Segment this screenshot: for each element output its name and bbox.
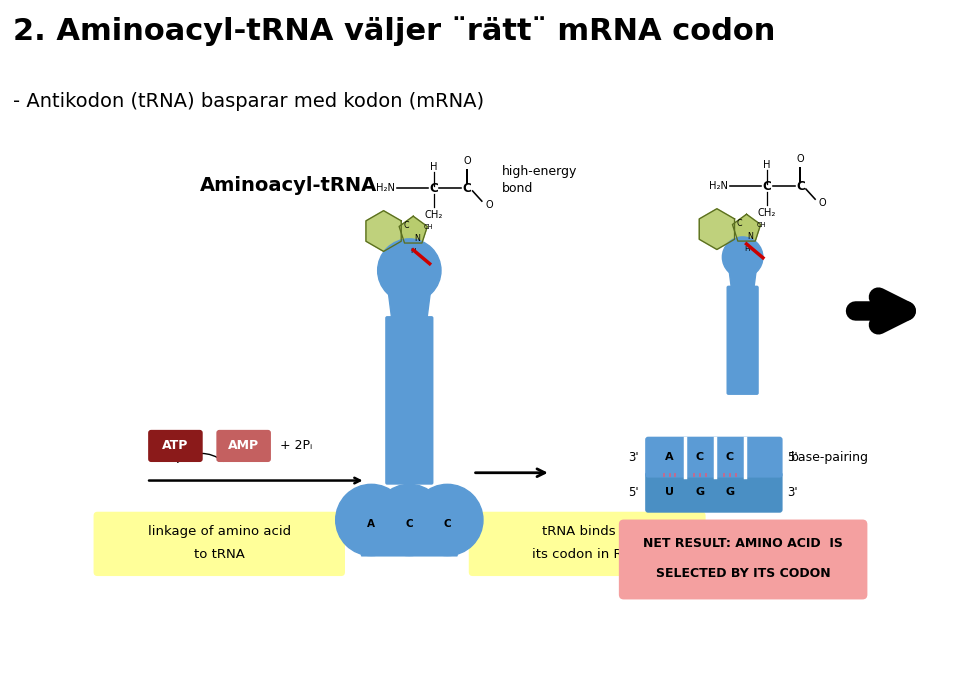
Text: its codon in RNA: its codon in RNA <box>532 548 642 561</box>
Circle shape <box>378 239 441 302</box>
FancyBboxPatch shape <box>469 512 706 576</box>
Text: U: U <box>665 487 674 497</box>
Circle shape <box>411 484 483 555</box>
Text: H: H <box>743 246 749 253</box>
Text: C: C <box>763 180 771 193</box>
Text: H: H <box>410 248 416 255</box>
Text: H₂N: H₂N <box>376 183 395 193</box>
Polygon shape <box>699 209 735 249</box>
Text: G: G <box>695 487 705 497</box>
Text: ATP: ATP <box>163 439 189 452</box>
Circle shape <box>374 484 445 555</box>
Text: + 2Pᵢ: + 2Pᵢ <box>280 439 312 452</box>
Text: H: H <box>763 159 771 170</box>
Text: base-pairing: base-pairing <box>792 450 869 464</box>
Text: mRNA: mRNA <box>690 525 738 539</box>
Polygon shape <box>387 283 432 318</box>
Text: O: O <box>486 200 493 209</box>
Text: 3': 3' <box>627 450 638 464</box>
FancyBboxPatch shape <box>94 512 345 576</box>
Circle shape <box>722 237 763 278</box>
Text: C: C <box>463 182 471 195</box>
Text: 2. Aminoacyl-tRNA väljer ¨rätt¨ mRNA codon: 2. Aminoacyl-tRNA väljer ¨rätt¨ mRNA cod… <box>13 17 775 47</box>
Text: H₂N: H₂N <box>710 181 728 191</box>
FancyBboxPatch shape <box>217 430 271 462</box>
Text: CH₂: CH₂ <box>758 208 776 219</box>
FancyBboxPatch shape <box>385 316 434 484</box>
Text: AMP: AMP <box>228 439 259 452</box>
Text: C: C <box>796 180 804 193</box>
Polygon shape <box>729 265 757 287</box>
Text: SELECTED BY ITS CODON: SELECTED BY ITS CODON <box>655 567 831 580</box>
Text: G: G <box>725 487 735 497</box>
Text: N: N <box>747 232 753 241</box>
Text: linkage of amino acid: linkage of amino acid <box>148 525 290 538</box>
Polygon shape <box>366 211 401 251</box>
Text: H: H <box>430 161 438 171</box>
Text: to tRNA: to tRNA <box>194 548 245 561</box>
FancyBboxPatch shape <box>619 519 867 599</box>
Text: NET RESULT: AMINO ACID  IS: NET RESULT: AMINO ACID IS <box>643 537 843 551</box>
Text: 5': 5' <box>787 450 798 464</box>
Text: tRNA binds to: tRNA binds to <box>541 525 633 538</box>
Text: O: O <box>819 198 827 208</box>
Text: CH: CH <box>757 223 766 228</box>
FancyBboxPatch shape <box>646 472 782 513</box>
Text: C: C <box>696 452 704 462</box>
FancyBboxPatch shape <box>361 519 458 557</box>
Text: high-energy
bond: high-energy bond <box>502 166 577 196</box>
Text: A: A <box>665 452 674 462</box>
Text: C: C <box>406 519 413 528</box>
Text: A: A <box>367 519 376 528</box>
FancyBboxPatch shape <box>646 436 782 477</box>
Text: C: C <box>430 182 439 195</box>
Text: C: C <box>726 452 734 462</box>
Text: C: C <box>443 519 451 528</box>
Text: O: O <box>464 156 470 166</box>
FancyBboxPatch shape <box>727 285 759 395</box>
Text: CH: CH <box>423 224 433 230</box>
Polygon shape <box>399 216 427 243</box>
Text: - Antikodon (tRNA) basparar med kodon (mRNA): - Antikodon (tRNA) basparar med kodon (m… <box>13 92 484 111</box>
FancyBboxPatch shape <box>148 430 202 462</box>
Text: Aminoacyl-tRNA: Aminoacyl-tRNA <box>199 177 378 196</box>
Circle shape <box>336 484 407 555</box>
Text: N: N <box>414 234 420 243</box>
Text: CH₂: CH₂ <box>425 210 443 221</box>
Text: C: C <box>737 219 741 228</box>
Text: C: C <box>403 221 408 230</box>
FancyBboxPatch shape <box>393 476 426 483</box>
Text: 3': 3' <box>787 486 798 499</box>
Text: O: O <box>797 154 804 164</box>
Text: 5': 5' <box>627 486 638 499</box>
Polygon shape <box>733 214 761 241</box>
